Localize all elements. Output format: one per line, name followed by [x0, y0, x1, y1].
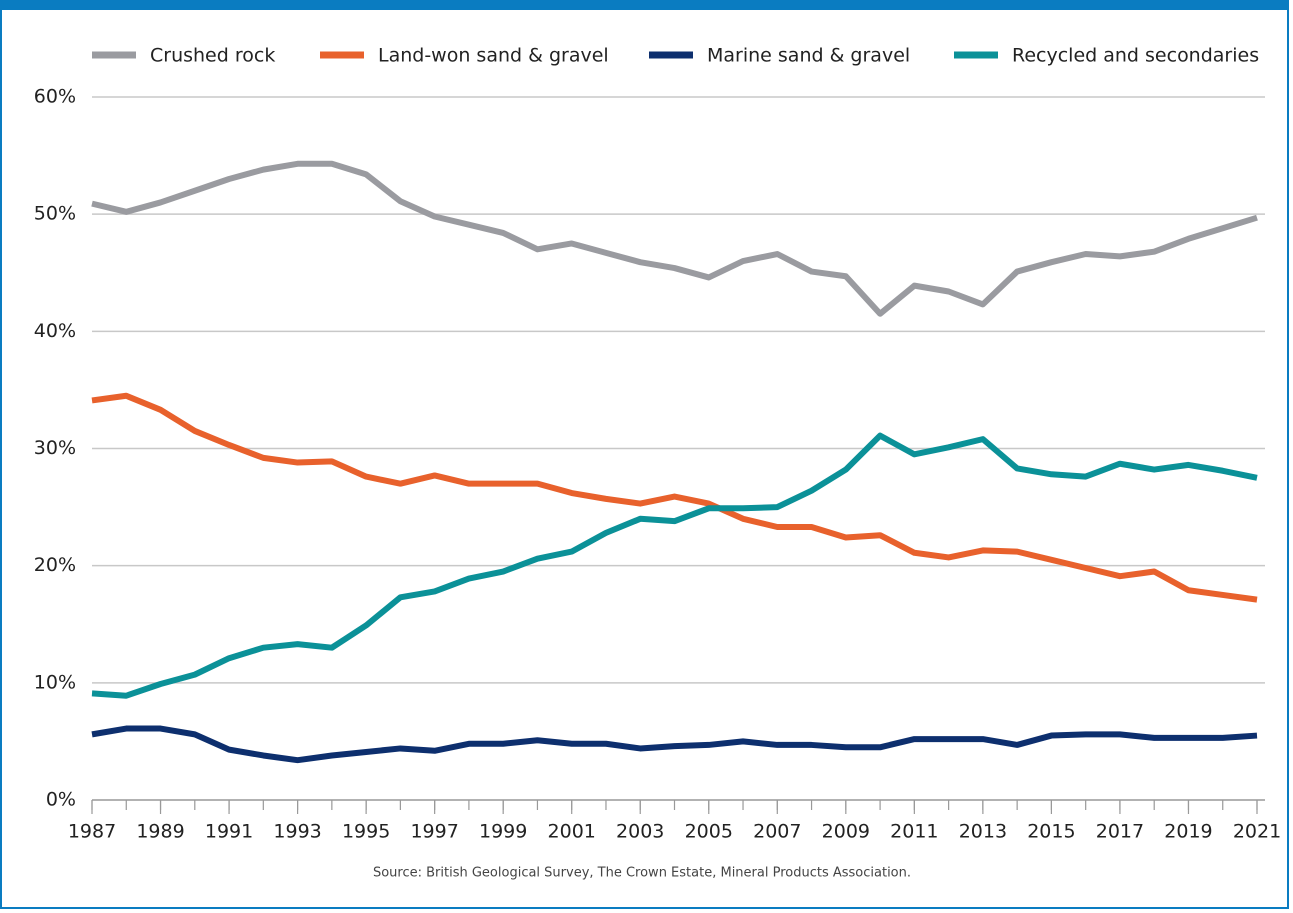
x-tick-label: 2015	[1027, 821, 1075, 843]
x-tick-label: 2017	[1096, 821, 1144, 843]
y-tick-label: 10%	[34, 671, 76, 693]
x-tick-label: 1993	[273, 821, 321, 843]
x-tick-label: 2021	[1233, 821, 1281, 843]
series-line	[91, 725, 1258, 764]
series-line	[91, 392, 1258, 603]
x-tick-label: 2007	[753, 821, 801, 843]
series-line	[91, 160, 1258, 317]
x-tick-label: 2001	[548, 821, 596, 843]
y-tick-label: 0%	[46, 789, 76, 811]
series-line	[91, 432, 1258, 699]
x-tick-label: 2009	[822, 821, 870, 843]
y-tick-label: 30%	[34, 437, 76, 459]
x-tick-label: 1991	[205, 821, 253, 843]
y-tick-label: 40%	[34, 320, 76, 342]
legend-label: Crushed rock	[150, 45, 275, 67]
legend-label: Land-won sand & gravel	[378, 45, 609, 67]
y-tick-label: 50%	[34, 203, 76, 225]
x-tick-label: 1989	[136, 821, 184, 843]
x-tick-label: 1987	[68, 821, 116, 843]
x-tick-label: 2011	[890, 821, 938, 843]
chart: Source: British Geological Survey, The C…	[34, 45, 1281, 881]
x-tick-label: 2019	[1164, 821, 1212, 843]
y-tick-label: 20%	[34, 554, 76, 576]
legend-label: Marine sand & gravel	[707, 45, 910, 67]
x-tick-label: 2003	[616, 821, 664, 843]
x-tick-label: 1999	[479, 821, 527, 843]
x-tick-label: 1995	[342, 821, 390, 843]
x-tick-label: 2013	[959, 821, 1007, 843]
x-tick-label: 2005	[685, 821, 733, 843]
x-tick-label: 1997	[410, 821, 458, 843]
source: Source: British Geological Survey, The C…	[373, 866, 911, 881]
y-tick-label: 60%	[34, 86, 76, 108]
legend-label: Recycled and secondaries	[1012, 45, 1259, 67]
